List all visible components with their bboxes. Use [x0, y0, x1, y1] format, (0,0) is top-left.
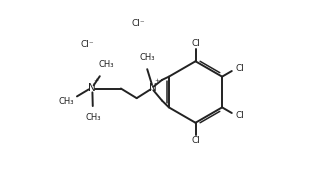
Text: N: N	[150, 84, 157, 93]
Text: Cl: Cl	[191, 136, 200, 145]
Text: Cl⁻: Cl⁻	[81, 40, 94, 49]
Text: Cl: Cl	[235, 111, 244, 120]
Text: Cl⁻: Cl⁻	[132, 19, 145, 28]
Text: CH₃: CH₃	[139, 53, 155, 62]
Text: Cl: Cl	[235, 64, 244, 73]
Text: CH₃: CH₃	[59, 97, 74, 106]
Text: +: +	[155, 78, 160, 83]
Text: +: +	[93, 78, 98, 83]
Text: CH₃: CH₃	[98, 60, 114, 69]
Text: Cl: Cl	[191, 39, 200, 48]
Text: CH₃: CH₃	[85, 113, 100, 122]
Text: N: N	[88, 84, 96, 93]
